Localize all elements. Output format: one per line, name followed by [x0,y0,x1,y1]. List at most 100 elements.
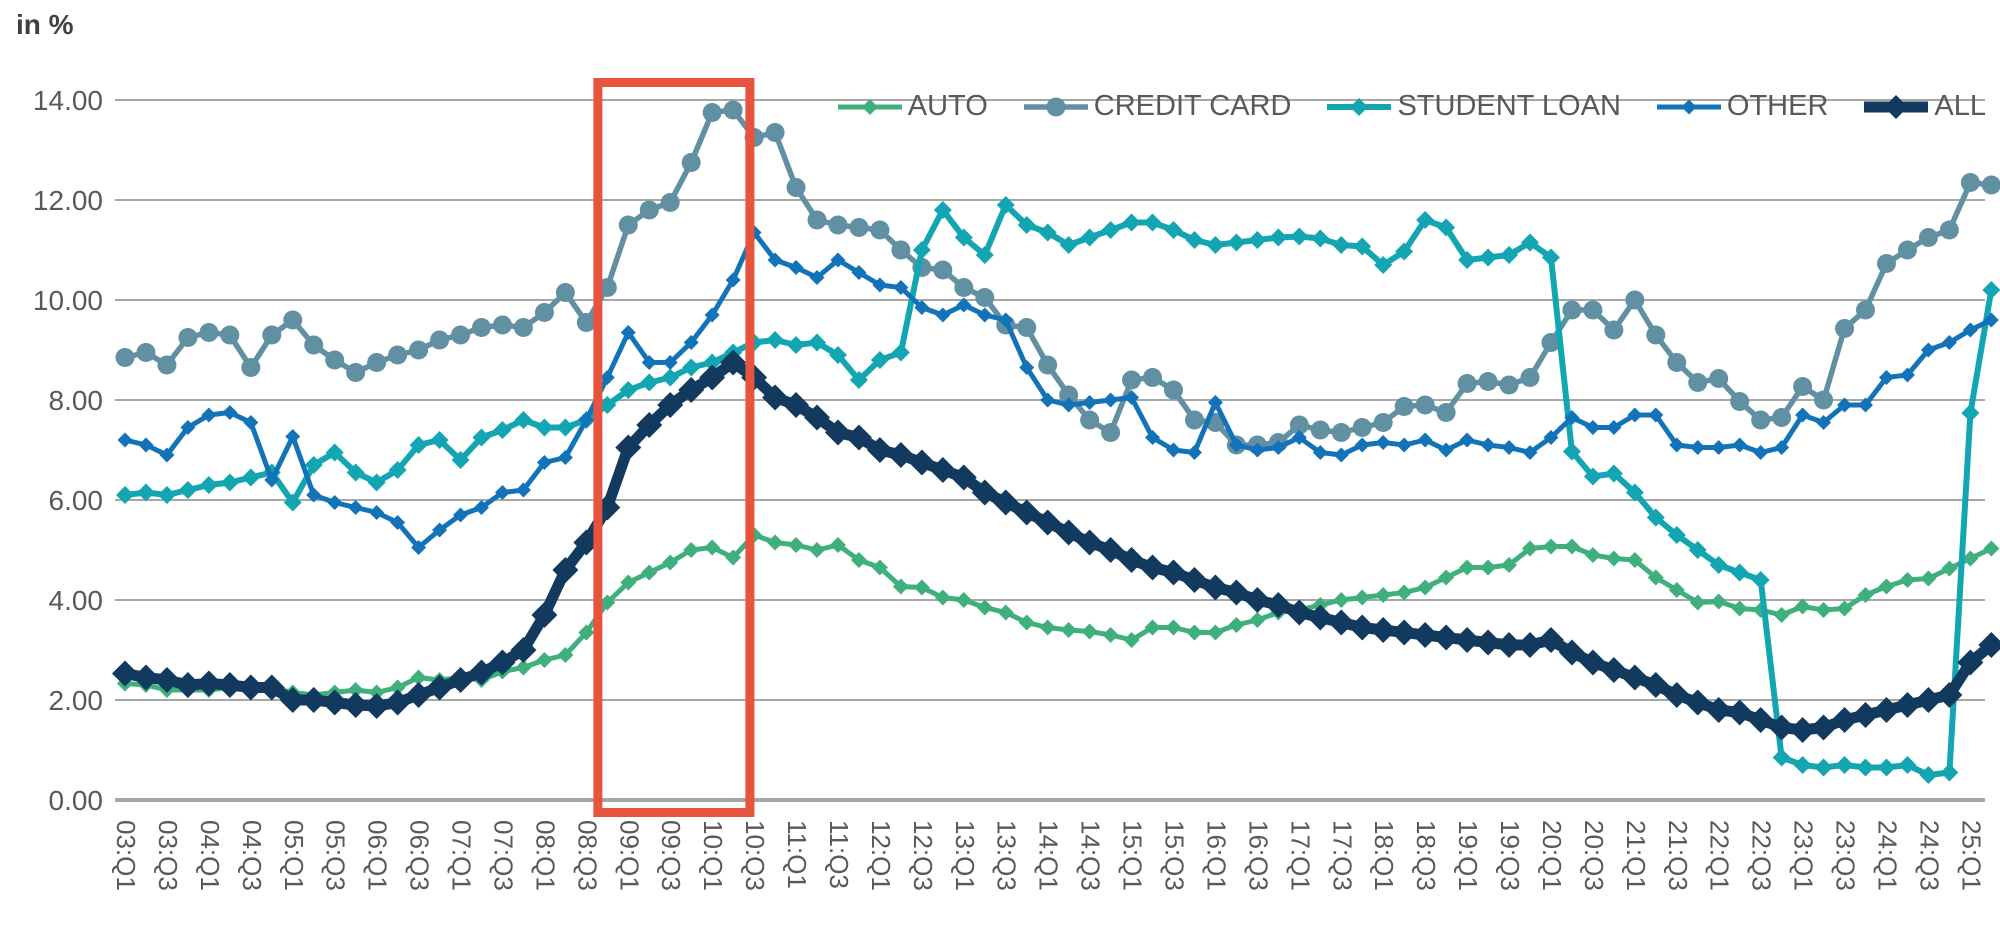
data-point-student-loan [1731,564,1749,582]
x-axis-tick-label: 18:Q1 [1369,820,1399,891]
data-point-student-loan [1206,236,1224,254]
legend-item-credit-card: CREDIT CARD [1024,90,1292,123]
x-axis-tick-label: 14:Q1 [1034,820,1064,891]
data-point-student-loan [1332,236,1350,254]
data-point-all [888,442,914,468]
data-point-credit-card [1164,381,1183,400]
data-point-student-loan [1794,756,1812,774]
data-point-credit-card [116,348,135,367]
data-point-credit-card [283,311,302,330]
x-axis-tick-label: 04:Q1 [195,820,225,891]
data-point-other [1376,435,1391,450]
data-point-credit-card [933,261,952,280]
data-point-all [301,687,327,713]
series-line-student-loan [125,205,1991,775]
data-point-credit-card [1101,423,1120,442]
legend-marker-credit-card [1024,94,1088,120]
data-point-all [1832,707,1858,733]
data-point-credit-card [1500,376,1519,395]
data-point-student-loan [1877,759,1895,777]
data-point-credit-card [409,341,428,360]
data-point-other [118,433,133,448]
data-point-other [1481,438,1496,453]
data-point-credit-card [577,313,596,332]
data-point-credit-card [703,103,722,122]
series-line-all [125,363,1991,731]
x-axis-tick-label: 19:Q3 [1495,820,1525,891]
data-point-all [217,672,243,698]
data-point-credit-card [1646,326,1665,345]
y-axis-title: in % [16,9,74,40]
data-point-credit-card [1919,228,1938,247]
data-point-auto [1207,625,1223,641]
x-axis-tick-label: 06:Q3 [405,820,435,891]
x-axis-tick-label: 22:Q3 [1747,820,1777,891]
data-point-student-loan [1144,214,1162,232]
data-point-other [327,495,342,510]
data-point-student-loan [1123,214,1141,232]
x-axis-tick-label: 11:Q3 [824,820,854,889]
data-point-credit-card [682,153,701,172]
x-axis-tick-label: 13:Q1 [950,820,980,891]
data-point-credit-card [1353,418,1372,437]
data-point-credit-card [1479,372,1498,391]
data-point-other [1103,393,1118,408]
data-point-credit-card [472,318,491,337]
data-point-credit-card [535,303,554,322]
data-point-all [1161,560,1187,586]
data-point-all [1286,600,1312,626]
data-point-student-loan [1773,749,1791,767]
data-point-credit-card [1080,411,1099,430]
data-point-auto [1019,615,1035,631]
data-point-credit-card [1332,423,1351,442]
x-axis-tick-label: 09:Q1 [614,820,644,891]
data-point-credit-card [1038,356,1057,375]
data-point-credit-card [975,288,994,307]
data-point-auto [1920,571,1936,587]
data-point-credit-card [1688,373,1707,392]
data-point-credit-card [514,318,533,337]
data-point-credit-card [325,351,344,370]
data-point-all [1433,625,1459,651]
data-point-all [196,671,222,697]
x-axis-tick-label: 08:Q1 [530,820,560,891]
data-point-credit-card [199,323,218,342]
data-point-credit-card [787,178,806,197]
data-point-all [448,667,474,693]
data-point-credit-card [766,123,785,142]
data-point-credit-card [220,326,239,345]
data-point-student-loan [1836,756,1854,774]
data-point-other [1753,445,1768,460]
y-axis-tick-label: 10.00 [33,285,103,316]
data-point-credit-card [1877,254,1896,273]
data-point-auto [1816,602,1832,618]
data-point-credit-card [1730,392,1749,411]
data-point-all [1769,715,1795,741]
data-point-auto [1983,541,1999,557]
data-point-student-loan [892,344,910,362]
x-axis-tick-label: 16:Q1 [1201,820,1231,891]
data-point-credit-card [178,328,197,347]
data-point-other [1082,395,1097,410]
data-point-auto [1606,551,1622,567]
data-point-student-loan [137,484,155,502]
data-point-credit-card [1961,173,1980,192]
series-auto [117,527,1999,703]
data-point-credit-card [1793,377,1812,396]
data-point-auto [1585,547,1601,563]
data-point-all [1475,630,1501,656]
data-point-credit-card [1185,411,1204,430]
data-point-credit-card [1667,353,1686,372]
data-point-all [1853,702,1879,728]
data-point-student-loan [1815,759,1833,777]
data-point-student-loan [1248,231,1266,249]
data-point-auto [977,600,993,616]
data-point-auto [1040,620,1056,636]
series-line-credit-card [125,110,1991,445]
legend-item-other: OTHER [1657,90,1829,123]
data-point-auto [956,592,972,608]
x-axis-tick-label: 12:Q3 [908,820,938,891]
x-axis-tick-label: 04:Q3 [237,820,267,891]
x-axis-tick-label: 23:Q3 [1831,820,1861,891]
x-axis-tick-label: 09:Q3 [656,820,686,891]
